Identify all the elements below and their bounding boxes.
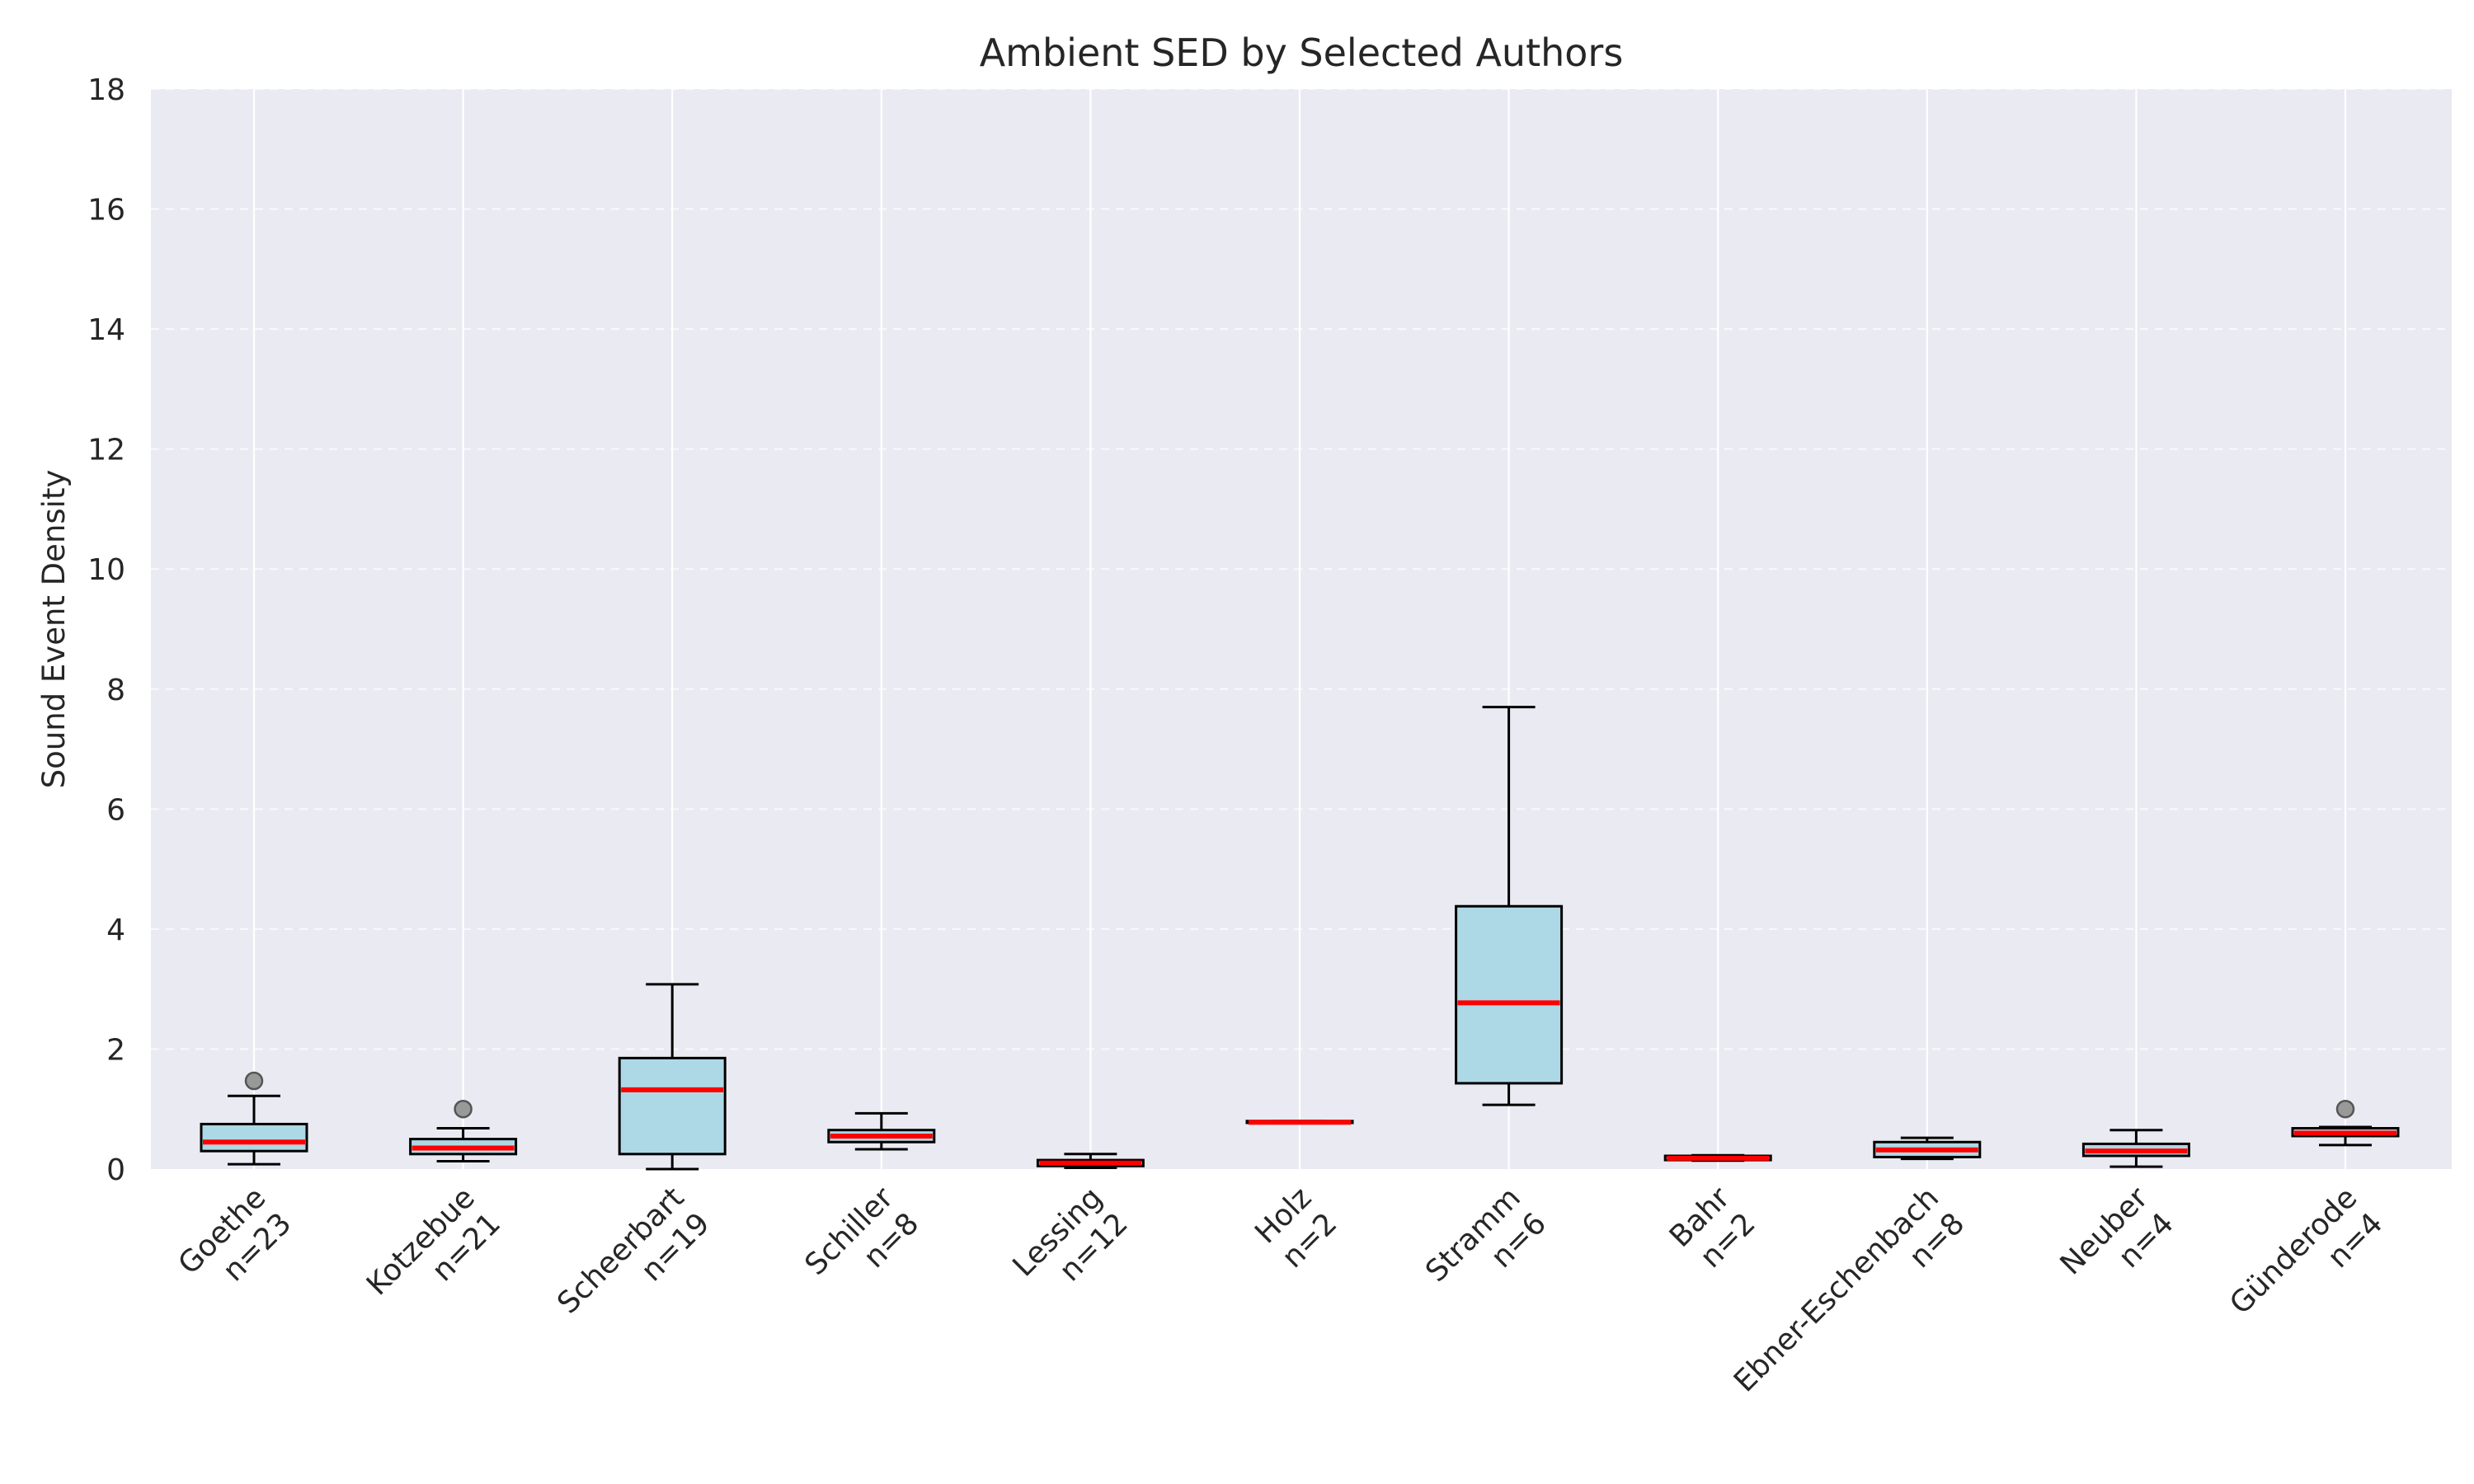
x-tick-label: Goethen=23 — [172, 1181, 299, 1307]
y-axis-label: Sound Event Density — [36, 470, 72, 789]
x-tick-label: Bahrn=2 — [1663, 1181, 1762, 1280]
plot-area — [151, 89, 2452, 1169]
outlier-point — [244, 1071, 264, 1091]
outlier-point — [2335, 1099, 2355, 1119]
chart-title: Ambient SED by Selected Authors — [980, 31, 1624, 75]
box-series — [200, 706, 2400, 1171]
box-ebner-eschenbach — [1873, 1136, 1982, 1161]
y-tick-label: 14 — [87, 313, 125, 347]
y-tick-label: 6 — [106, 793, 125, 827]
x-tick-label: Scheerbartn=19 — [551, 1181, 716, 1345]
y-tick-label: 18 — [87, 73, 125, 107]
box-kotzebue — [409, 1099, 518, 1163]
x-tick-label: Lessingn=12 — [1006, 1181, 1134, 1308]
box-g-nderode — [2291, 1099, 2400, 1147]
x-tick-label: Kotzebuen=21 — [360, 1181, 507, 1327]
y-tick-label: 2 — [106, 1033, 125, 1067]
author-name: Ebner-Eschenbach — [1728, 1181, 1945, 1398]
outlier-point — [454, 1099, 473, 1119]
x-tick-label: Schillern=8 — [799, 1181, 926, 1308]
y-axis-ticks: 0 2 4 6 8 10 12 14 16 18 — [87, 73, 125, 1187]
y-tick-label: 8 — [106, 674, 125, 707]
box-goethe — [200, 1071, 308, 1166]
y-tick-label: 0 — [106, 1153, 125, 1187]
box-neuber — [2081, 1129, 2190, 1168]
iqr-box — [618, 1056, 727, 1156]
iqr-box — [1455, 904, 1564, 1085]
y-tick-label: 16 — [87, 194, 125, 228]
box-lessing — [1036, 1153, 1145, 1170]
y-tick-label: 12 — [87, 434, 125, 467]
iqr-box — [200, 1122, 308, 1153]
box-holz — [1245, 1120, 1354, 1125]
box-schiller — [827, 1111, 936, 1151]
x-tick-label: Strammn=6 — [1419, 1181, 1553, 1314]
box-bahr — [1663, 1153, 1772, 1162]
x-tick-label: Neubern=4 — [2054, 1181, 2180, 1307]
box-stramm — [1455, 706, 1564, 1106]
x-tick-label: Günderoden=4 — [2223, 1181, 2389, 1346]
y-tick-label: 10 — [87, 553, 125, 587]
x-tick-label: Holzn=2 — [1249, 1181, 1343, 1275]
box-scheerbart — [618, 983, 727, 1171]
grid-lines — [151, 88, 2452, 1169]
x-axis-ticks: Goethen=23 Kotzebuen=21 Scheerbartn=19 Schi… — [172, 1181, 2390, 1424]
x-tick-label: Ebner-Eschenbachn=8 — [1728, 1181, 1971, 1424]
y-tick-label: 4 — [106, 913, 125, 947]
